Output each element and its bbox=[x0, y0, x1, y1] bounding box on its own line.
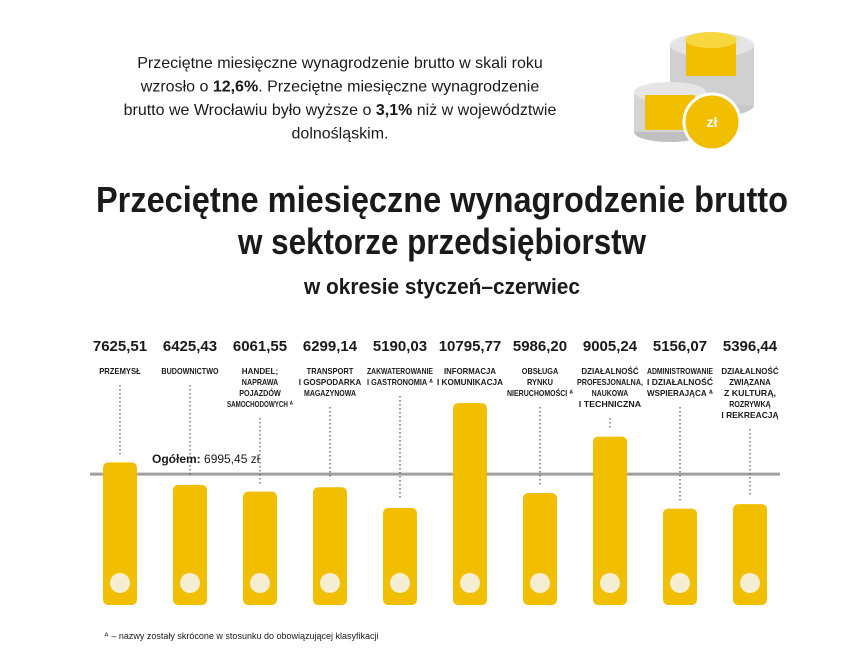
coins: zł bbox=[634, 32, 754, 152]
intro-text: brutto we Wrocławiu było wyższe o bbox=[124, 102, 376, 119]
category-label: I GASTRONOMIA ᐞ bbox=[367, 377, 433, 387]
category-label: PRZEMYSŁ bbox=[99, 366, 141, 376]
category-label: PROFESJONALNA, bbox=[577, 377, 643, 387]
intro-text: niż w województwie bbox=[412, 102, 556, 119]
category-label: ZWIĄZANA bbox=[729, 377, 771, 387]
bar bbox=[453, 403, 487, 605]
chart-title: Przeciętne miesięczne wynagrodzenie brut… bbox=[96, 179, 788, 220]
bar-icon bbox=[670, 573, 690, 593]
chart-title: w sektorze przedsiębiorstw bbox=[237, 221, 647, 262]
bar bbox=[593, 436, 627, 605]
footnote: ᐞ – nazwy zostały skrócone w stosunku do… bbox=[104, 631, 379, 641]
reference-label: Ogółem: 6995,45 zł bbox=[152, 452, 260, 466]
category-label: RYNKU bbox=[527, 377, 553, 387]
category-label: MAGAZYNOWA bbox=[304, 388, 356, 398]
reference-name: Ogółem: bbox=[152, 452, 201, 466]
value-label: 5986,20 bbox=[513, 338, 567, 355]
value-label: 5190,03 bbox=[373, 338, 427, 355]
category-label: I REKREACJĄ bbox=[721, 410, 778, 420]
bar-icon bbox=[180, 573, 200, 593]
category-label: HANDEL; bbox=[242, 366, 279, 376]
intro-text: dolnośląskim. bbox=[292, 126, 389, 143]
category-label: INFORMACJA bbox=[444, 366, 496, 376]
intro-line: dolnośląskim. bbox=[292, 126, 389, 143]
bar bbox=[103, 462, 137, 605]
intro-text: Przeciętne miesięczne wynagrodzenie brut… bbox=[137, 55, 543, 72]
bar-icon bbox=[250, 573, 270, 593]
intro-text: . Przeciętne miesięczne wynagrodzenie bbox=[258, 79, 539, 96]
category-label: DZIAŁALNOŚĆ bbox=[721, 365, 778, 376]
category-label: Z KULTURĄ, bbox=[724, 388, 776, 398]
category-label: BUDOWNICTWO bbox=[161, 366, 219, 376]
category-label: OBSŁUGA bbox=[522, 366, 558, 376]
bar-icon bbox=[110, 573, 130, 593]
intro-text: wzrosło o bbox=[140, 79, 213, 96]
category-label: ADMINISTROWANIE bbox=[647, 366, 713, 376]
category-label: SAMOCHODOWYCH ᐞ bbox=[227, 399, 293, 409]
category-label: I TECHNICZNA bbox=[579, 399, 641, 409]
reference-value: 6995,45 zł bbox=[204, 452, 260, 466]
bar-icon bbox=[390, 573, 410, 593]
value-label: 5156,07 bbox=[653, 338, 707, 355]
coin-label: zł bbox=[707, 114, 718, 130]
category-label: DZIAŁALNOŚĆ bbox=[581, 365, 638, 376]
bar bbox=[523, 493, 557, 605]
category-label: WSPIERAJĄCA ᐞ bbox=[647, 388, 713, 398]
intro-text: 3,1% bbox=[376, 102, 412, 119]
value-label: 6061,55 bbox=[233, 338, 287, 355]
bar-icon bbox=[530, 573, 550, 593]
intro-line: brutto we Wrocławiu było wyższe o 3,1% n… bbox=[124, 102, 557, 119]
value-label: 6425,43 bbox=[163, 338, 217, 355]
bar bbox=[243, 491, 277, 605]
intro-text: 12,6% bbox=[213, 79, 258, 96]
intro-line: Przeciętne miesięczne wynagrodzenie brut… bbox=[137, 55, 543, 72]
value-label: 7625,51 bbox=[93, 338, 147, 355]
bar bbox=[313, 487, 347, 605]
bar-icon bbox=[460, 573, 480, 593]
category-label: I GOSPODARKA bbox=[299, 377, 361, 387]
category-label: POJAZDÓW bbox=[239, 387, 281, 398]
value-label: 5396,44 bbox=[723, 338, 778, 355]
category-label: ZAKWATEROWANIE bbox=[367, 366, 433, 376]
value-label: 10795,77 bbox=[439, 338, 502, 355]
category-label: NAPRAWA bbox=[242, 377, 278, 387]
bar-icon bbox=[740, 573, 760, 593]
bar bbox=[173, 484, 207, 605]
intro-line: wzrosło o 12,6%. Przeciętne miesięczne w… bbox=[140, 79, 540, 96]
value-label: 9005,24 bbox=[583, 338, 638, 355]
chart-subtitle: w okresie styczeń–czerwiec bbox=[303, 274, 580, 299]
value-label: 6299,14 bbox=[303, 338, 358, 355]
category-label: TRANSPORT bbox=[307, 366, 355, 376]
category-label: I KOMUNIKACJA bbox=[437, 377, 503, 387]
bar-icon bbox=[320, 573, 340, 593]
category-label: NAUKOWA bbox=[592, 388, 628, 398]
bar-icon bbox=[600, 573, 620, 593]
category-label: NIERUCHOMOŚCI ᐞ bbox=[507, 387, 573, 398]
category-label: ROZRYWKĄ bbox=[729, 399, 771, 409]
category-label: I DZIAŁALNOŚĆ bbox=[647, 376, 713, 387]
